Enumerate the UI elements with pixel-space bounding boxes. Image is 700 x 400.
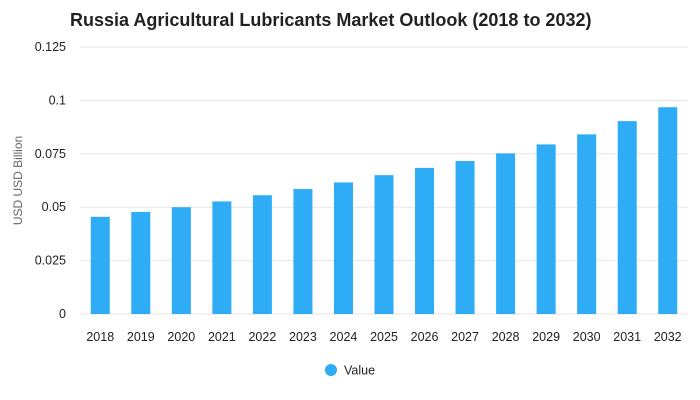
x-tick-label: 2031 — [613, 330, 641, 344]
bar-2022[interactable] — [252, 195, 272, 314]
x-tick-label: 2021 — [208, 330, 236, 344]
bar-2032[interactable] — [658, 107, 678, 314]
y-axis-label: USD USD Billion — [11, 136, 25, 225]
bar-2021[interactable] — [212, 201, 232, 314]
bar-2019[interactable] — [131, 211, 151, 314]
x-tick-label: 2019 — [127, 330, 155, 344]
x-tick-label: 2020 — [167, 330, 195, 344]
x-tick-label: 2022 — [248, 330, 276, 344]
bar-2029[interactable] — [536, 144, 556, 314]
bar-2024[interactable] — [333, 182, 353, 314]
legend-label[interactable]: Value — [344, 364, 375, 378]
legend-marker[interactable] — [325, 364, 337, 376]
x-tick-label: 2026 — [411, 330, 439, 344]
x-tick-label: 2028 — [492, 330, 520, 344]
bars — [90, 107, 678, 314]
x-tick-label: 2018 — [86, 330, 114, 344]
x-tick-label: 2029 — [532, 330, 560, 344]
y-tick-label: 0.05 — [42, 200, 66, 214]
bar-2018[interactable] — [90, 216, 110, 314]
x-tick-label: 2030 — [573, 330, 601, 344]
x-tick-label: 2032 — [654, 330, 682, 344]
y-tick-label: 0.025 — [35, 254, 66, 268]
x-tick-label: 2027 — [451, 330, 479, 344]
bar-2031[interactable] — [617, 121, 637, 314]
bar-2027[interactable] — [455, 161, 475, 314]
x-tick-label: 2025 — [370, 330, 398, 344]
bar-2023[interactable] — [293, 189, 313, 314]
y-tick-label: 0 — [59, 307, 66, 321]
y-tick-label: 0.1 — [49, 93, 66, 107]
chart-title: Russia Agricultural Lubricants Market Ou… — [70, 10, 591, 30]
bar-2026[interactable] — [415, 167, 435, 314]
bar-2030[interactable] — [577, 134, 597, 314]
y-tick-label: 0.075 — [35, 147, 66, 161]
y-axis-tick-labels: 0 0.025 0.05 0.075 0.1 0.125 — [35, 40, 66, 321]
x-tick-label: 2023 — [289, 330, 317, 344]
x-axis-tick-labels: 2018 2019 2020 2021 2022 2023 2024 2025 2026 2027… — [86, 330, 681, 344]
bar-2020[interactable] — [171, 207, 191, 314]
y-tick-label: 0.125 — [35, 40, 66, 54]
bar-2028[interactable] — [496, 153, 516, 314]
legend[interactable]: Value — [325, 364, 375, 378]
x-tick-label: 2024 — [330, 330, 358, 344]
bar-2025[interactable] — [374, 175, 394, 314]
